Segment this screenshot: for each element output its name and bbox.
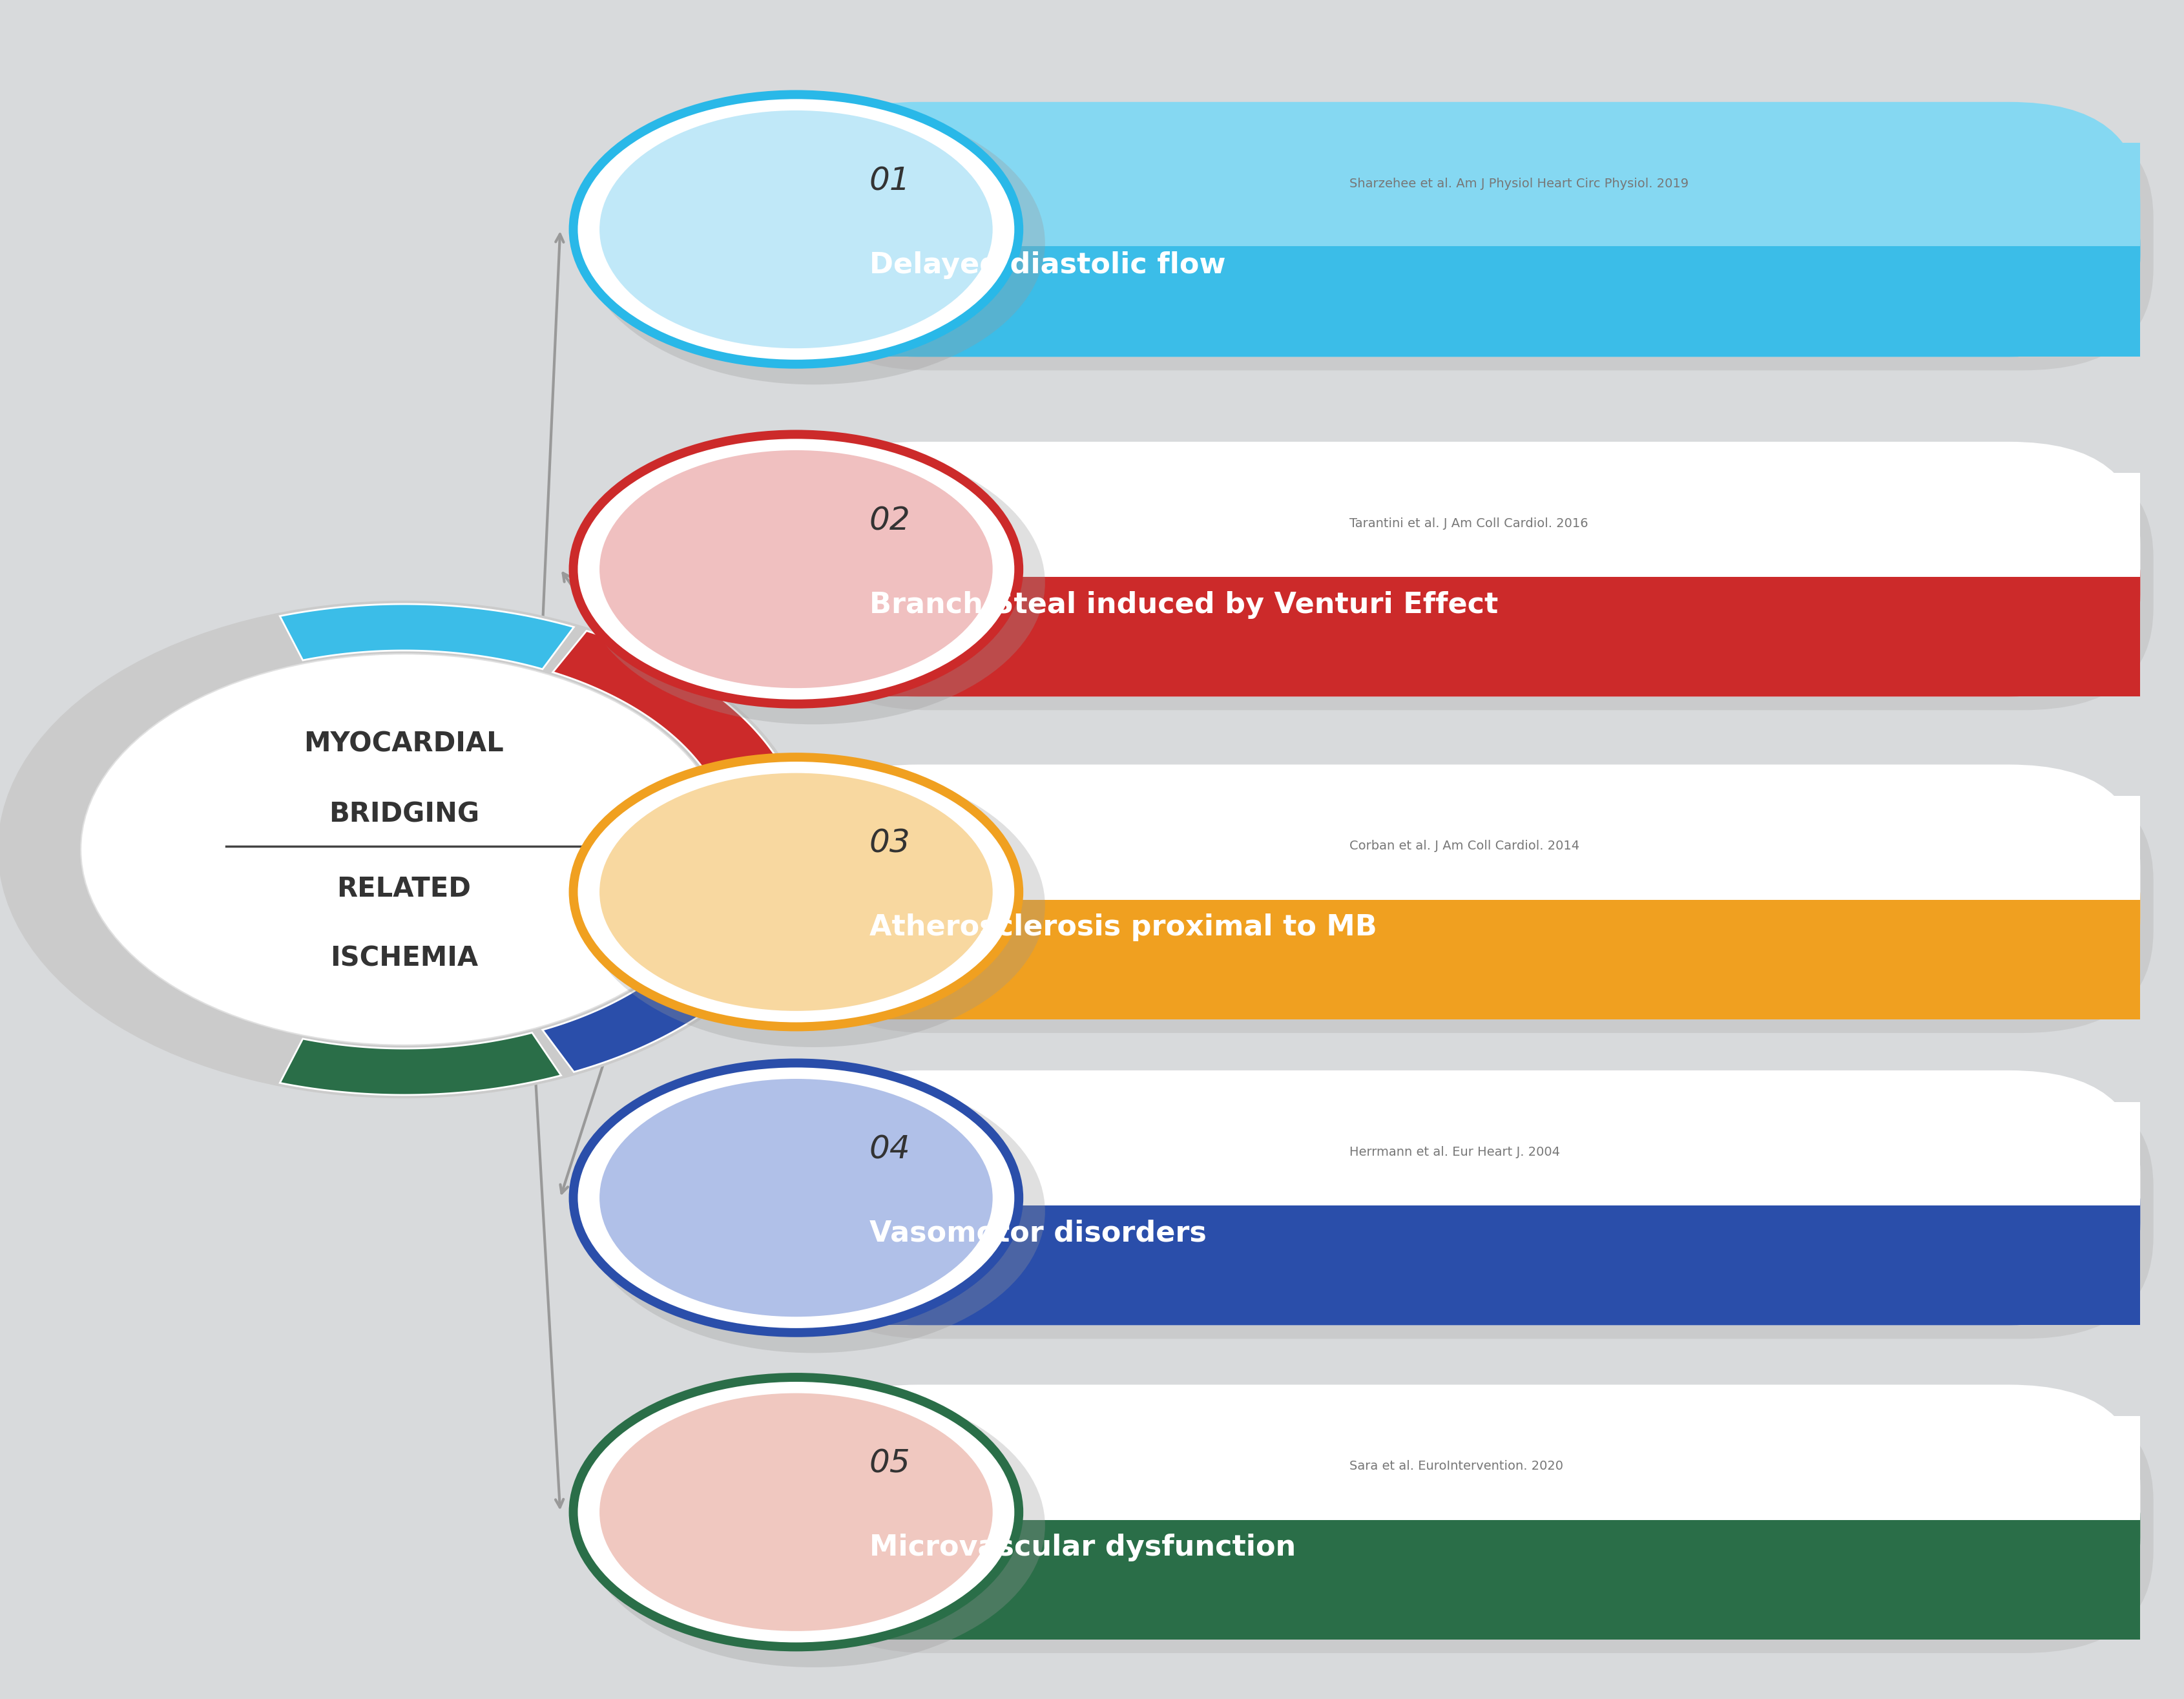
Bar	[786, 1103, 2140, 1206]
FancyBboxPatch shape	[786, 442, 2140, 697]
Text: BRIDGING: BRIDGING	[330, 800, 478, 827]
FancyBboxPatch shape	[799, 116, 2153, 370]
Ellipse shape	[0, 601, 810, 1098]
Text: Microvascular dysfunction: Microvascular dysfunction	[869, 1534, 1295, 1561]
Text: RELATED: RELATED	[336, 875, 472, 902]
FancyBboxPatch shape	[799, 455, 2153, 710]
Bar	[786, 143, 2140, 246]
Text: Branch Steal induced by Venturi Effect: Branch Steal induced by Venturi Effect	[869, 591, 1498, 618]
Ellipse shape	[581, 102, 1044, 384]
FancyBboxPatch shape	[799, 1084, 2153, 1339]
Ellipse shape	[598, 450, 992, 688]
Ellipse shape	[81, 654, 727, 1045]
Ellipse shape	[598, 1079, 992, 1317]
Text: MYOCARDIAL: MYOCARDIAL	[304, 731, 505, 758]
Ellipse shape	[572, 95, 1018, 364]
Ellipse shape	[598, 773, 992, 1011]
Ellipse shape	[572, 1064, 1018, 1332]
Polygon shape	[708, 773, 806, 941]
Bar	[786, 900, 2140, 1019]
Ellipse shape	[15, 668, 845, 1065]
Ellipse shape	[572, 1378, 1018, 1646]
Bar	[786, 1206, 2140, 1325]
Polygon shape	[553, 630, 782, 782]
Polygon shape	[542, 931, 771, 1072]
Bar	[786, 1519, 2140, 1640]
FancyBboxPatch shape	[799, 778, 2153, 1033]
Text: Sharzehee et al. Am J Physiol Heart Circ Physiol. 2019: Sharzehee et al. Am J Physiol Heart Circ…	[1350, 177, 1688, 190]
Text: 04: 04	[869, 1133, 911, 1166]
Text: Herrmann et al. Eur Heart J. 2004: Herrmann et al. Eur Heart J. 2004	[1350, 1145, 1559, 1159]
Text: Atherosclerosis proximal to MB: Atherosclerosis proximal to MB	[869, 914, 1376, 941]
Text: Corban et al. J Am Coll Cardiol. 2014: Corban et al. J Am Coll Cardiol. 2014	[1350, 839, 1579, 853]
Text: Sara et al. EuroIntervention. 2020: Sara et al. EuroIntervention. 2020	[1350, 1459, 1564, 1473]
Ellipse shape	[598, 1393, 992, 1631]
Polygon shape	[280, 1033, 561, 1094]
FancyBboxPatch shape	[786, 1417, 2140, 1640]
FancyBboxPatch shape	[786, 102, 2140, 357]
Text: Tarantini et al. J Am Coll Cardiol. 2016: Tarantini et al. J Am Coll Cardiol. 2016	[1350, 516, 1588, 530]
Text: 01: 01	[869, 165, 911, 197]
FancyBboxPatch shape	[786, 1385, 2140, 1640]
Bar	[786, 472, 2140, 576]
Bar	[786, 1417, 2140, 1521]
Ellipse shape	[581, 765, 1044, 1047]
Text: 03: 03	[869, 827, 911, 860]
Text: Delayed diastolic flow: Delayed diastolic flow	[869, 251, 1225, 279]
Text: ISCHEMIA: ISCHEMIA	[330, 945, 478, 972]
Ellipse shape	[598, 110, 992, 348]
FancyBboxPatch shape	[786, 1070, 2140, 1325]
Ellipse shape	[581, 1070, 1044, 1352]
Polygon shape	[280, 605, 574, 669]
Ellipse shape	[572, 435, 1018, 703]
FancyBboxPatch shape	[786, 144, 2140, 357]
FancyBboxPatch shape	[786, 799, 2140, 1019]
Bar	[786, 246, 2140, 357]
FancyBboxPatch shape	[786, 474, 2140, 697]
Bar	[786, 576, 2140, 697]
Ellipse shape	[581, 1385, 1044, 1667]
FancyBboxPatch shape	[786, 765, 2140, 1019]
Text: 02: 02	[869, 505, 911, 537]
FancyBboxPatch shape	[799, 1398, 2153, 1653]
Ellipse shape	[572, 758, 1018, 1026]
FancyBboxPatch shape	[786, 1104, 2140, 1325]
Ellipse shape	[581, 442, 1044, 724]
Bar	[786, 795, 2140, 900]
Text: Vasomotor disorders: Vasomotor disorders	[869, 1220, 1206, 1247]
Text: 05: 05	[869, 1448, 911, 1480]
